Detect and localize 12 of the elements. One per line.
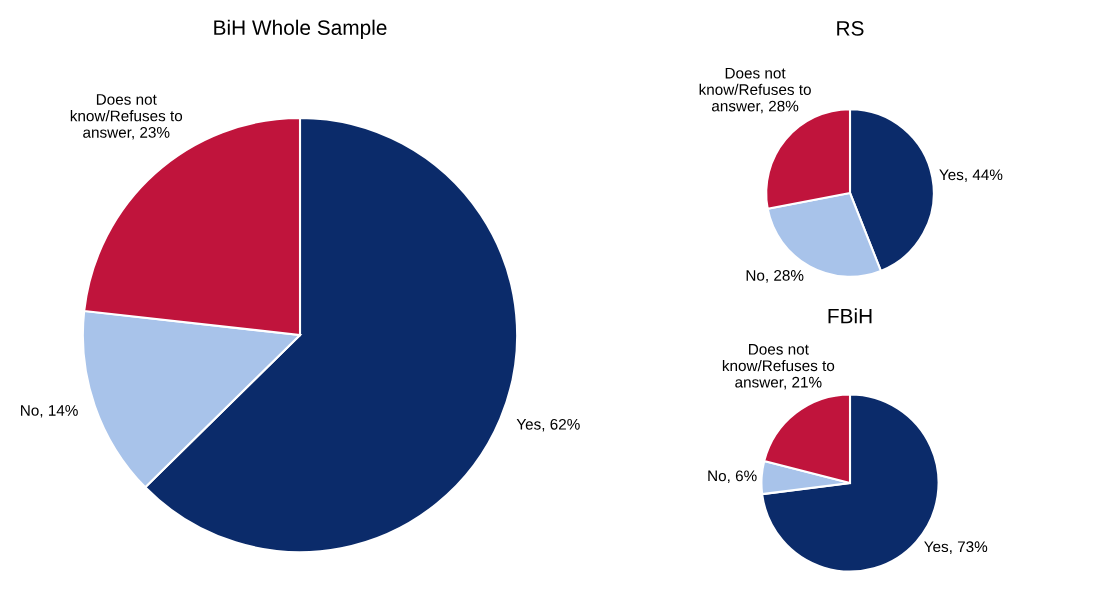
chart-title: FBiH <box>828 308 872 324</box>
slice-label: No, 6% <box>708 470 757 484</box>
chart-title: RS <box>837 21 864 36</box>
slice-label: Yes, 62% <box>516 418 580 432</box>
slice-label: No, 14% <box>21 405 78 418</box>
slice-label: Does not know/Refuses to answer, 21% <box>722 344 835 390</box>
slice-label: No, 28% <box>746 270 804 283</box>
slice-label: Yes, 73% <box>924 541 988 554</box>
slice-label: Yes, 44% <box>939 169 1003 182</box>
chart-title: BiH Whole Sample <box>214 19 387 40</box>
slice-label: Does not know/Refuses to answer, 28% <box>699 67 811 114</box>
slice-label: Does not know/Refuses to answer, 23% <box>70 94 183 140</box>
